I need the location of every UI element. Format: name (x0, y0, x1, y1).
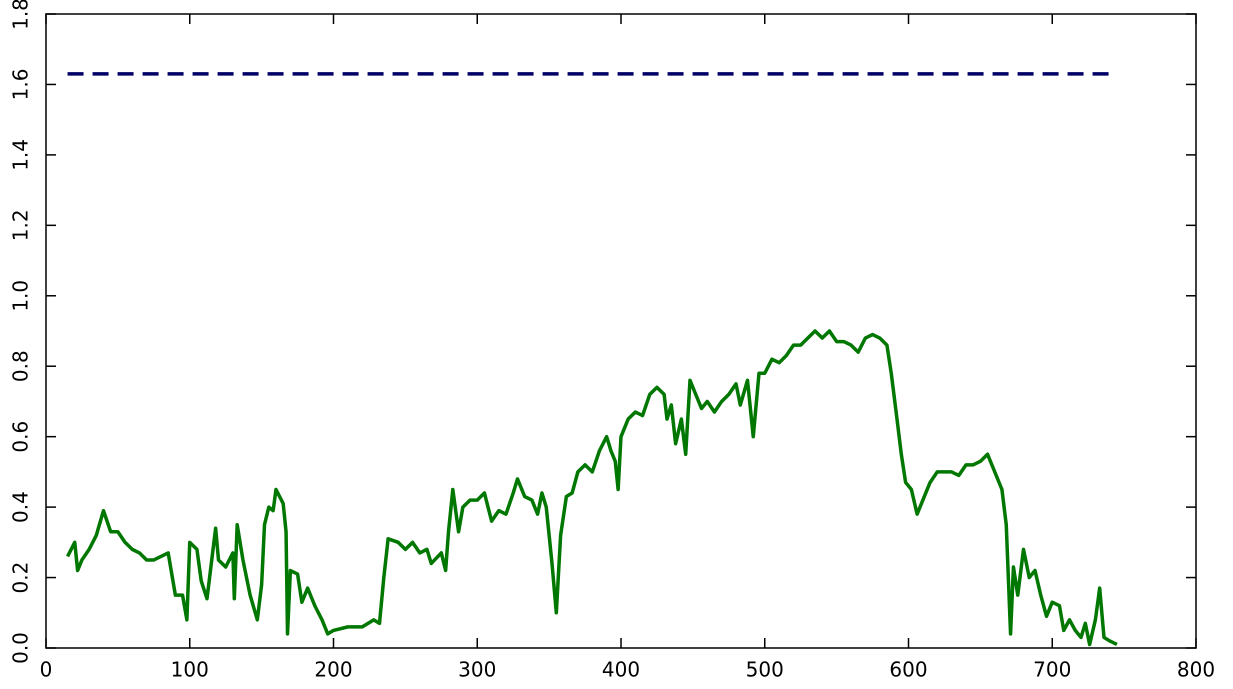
y-tick-label: 0.2 (9, 562, 33, 594)
y-tick-label: 1.0 (9, 280, 33, 312)
x-tick-label: 0 (40, 658, 53, 682)
data-line (66, 329, 1118, 647)
x-tick-label: 100 (171, 658, 209, 682)
x-tick-label: 800 (1177, 658, 1215, 682)
y-tick-label: 0.0 (9, 632, 33, 664)
x-tick-label: 600 (889, 658, 927, 682)
y-tick-label: 1.8 (9, 0, 33, 30)
y-tick-label: 0.8 (9, 350, 33, 382)
x-tick-label: 300 (458, 658, 496, 682)
x-tick-label: 700 (1033, 658, 1071, 682)
y-tick-label: 1.2 (9, 209, 33, 241)
y-tick-label: 1.6 (9, 69, 33, 101)
y-tick-label: 1.4 (9, 139, 33, 171)
y-tick-label: 0.6 (9, 421, 33, 453)
x-tick-label: 200 (314, 658, 352, 682)
x-tick-label: 500 (746, 658, 784, 682)
x-tick-label: 400 (602, 658, 640, 682)
y-tick-label: 0.4 (9, 491, 33, 523)
